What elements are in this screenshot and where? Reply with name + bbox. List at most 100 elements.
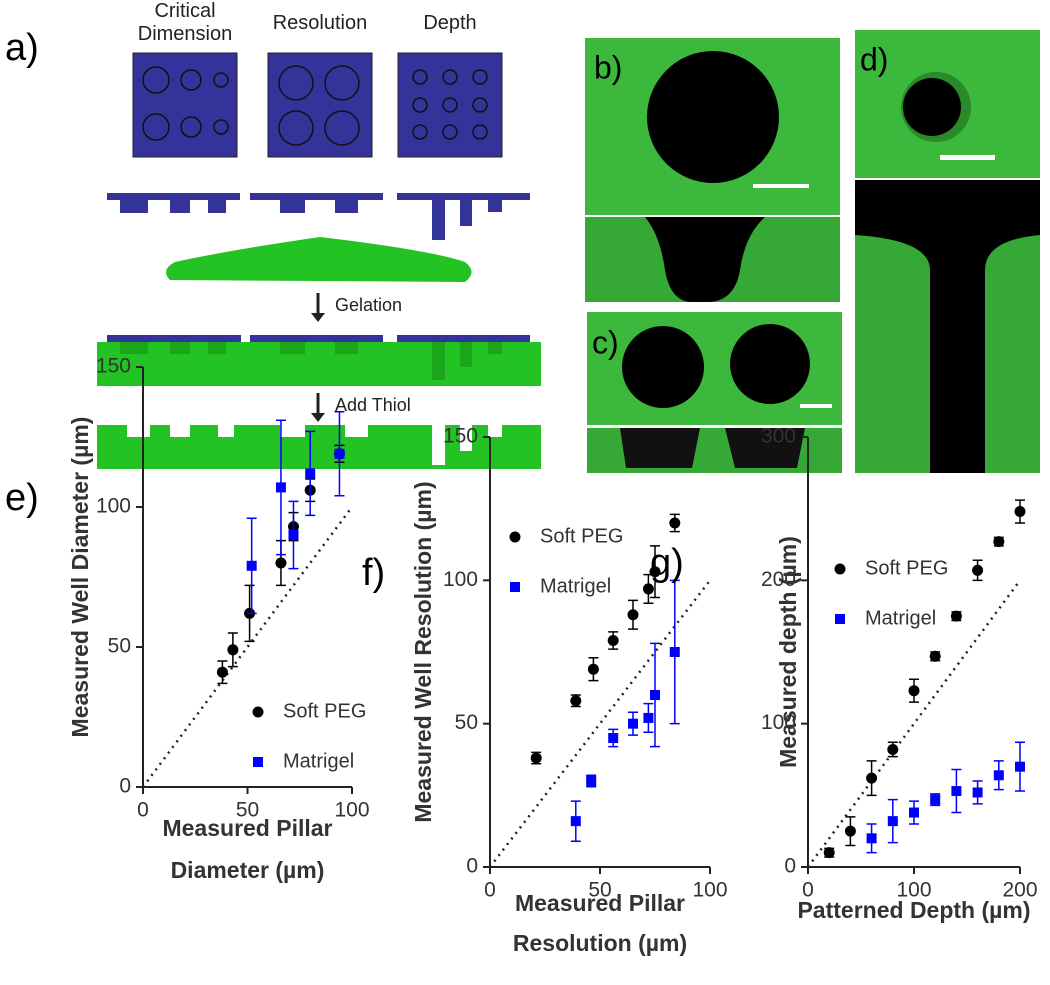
point (866, 833, 877, 844)
panel-label: c) (592, 324, 619, 360)
point (570, 816, 581, 827)
point (227, 644, 239, 656)
legend-marker (509, 531, 521, 543)
reference-line (141, 506, 354, 788)
point (275, 557, 287, 569)
point (570, 695, 582, 707)
legend-marker (835, 614, 845, 624)
point (951, 786, 962, 797)
x-tick-label: 100 (896, 879, 931, 902)
point (1015, 761, 1025, 772)
legend-marker (253, 757, 263, 767)
point (607, 635, 619, 647)
point (887, 743, 899, 755)
point (216, 666, 228, 678)
x-tick-label: 0 (802, 879, 814, 902)
point (844, 825, 856, 837)
point (627, 609, 639, 621)
legend-marker (252, 706, 264, 718)
y-tick-label: 150 (96, 355, 131, 378)
legend-marker (510, 582, 520, 592)
x-tick-label: 50 (236, 799, 259, 822)
column-title: Critical Dimension (137, 0, 233, 45)
legend-label: Soft PEG (283, 700, 366, 722)
point (246, 560, 257, 571)
reference-line (489, 579, 711, 868)
step-label: Add Thiol (335, 395, 411, 415)
column-title: Resolution (272, 12, 368, 34)
x-axis-title: Measured Pillar (162, 815, 332, 841)
y-tick-label: 300 (761, 425, 796, 448)
y-tick-label: 50 (455, 711, 478, 734)
y-tick-label: 100 (96, 495, 131, 518)
legend-label: Matrigel (865, 607, 936, 629)
point (972, 787, 983, 798)
y-axis-title: Measured Well Resolution (µm) (410, 481, 436, 822)
point (649, 566, 661, 578)
x-tick-label: 50 (588, 879, 611, 902)
point (993, 536, 1005, 548)
point (305, 468, 316, 479)
point (530, 752, 542, 764)
x-tick-label: 0 (484, 879, 496, 902)
legend-label: Matrigel (283, 750, 354, 772)
x-tick-label: 200 (1002, 879, 1037, 902)
point (1014, 506, 1026, 518)
x-tick-label: 100 (692, 879, 727, 902)
point (608, 733, 619, 743)
y-tick-label: 0 (119, 775, 131, 798)
y-axis-title: Measured Well Diameter (µm) (67, 417, 93, 738)
point (643, 712, 654, 723)
point (823, 847, 835, 859)
y-axis-title: Measured depth (µm) (775, 536, 801, 768)
point (628, 718, 638, 729)
y-tick-label: 50 (108, 635, 131, 658)
column-title: Depth (423, 12, 477, 34)
point (669, 517, 681, 529)
y-tick-label: 100 (761, 711, 796, 734)
schematic (97, 52, 541, 469)
legend-label: Matrigel (540, 575, 611, 597)
point (275, 482, 286, 493)
step-label: Gelation (335, 295, 402, 315)
legend-label: Soft PEG (540, 525, 623, 547)
y-tick-label: 100 (443, 568, 478, 591)
point (909, 807, 919, 818)
x-axis-title: Diameter (µm) (171, 857, 325, 883)
panel-label: f) (362, 552, 385, 594)
panel-label: e) (5, 477, 39, 519)
y-tick-label: 150 (443, 425, 478, 448)
panel-label: d) (860, 41, 888, 77)
x-axis-title: Measured Pillar (515, 890, 685, 916)
x-tick-label: 0 (137, 799, 149, 822)
point (993, 770, 1004, 781)
point (866, 772, 878, 784)
point (669, 647, 680, 657)
point (950, 610, 962, 622)
panel-label: b) (594, 49, 622, 85)
panel-label: g) (650, 542, 684, 584)
panel-label: a) (5, 27, 39, 69)
point (930, 794, 941, 805)
point (642, 583, 654, 595)
point (972, 564, 984, 576)
micrographs (585, 30, 1040, 473)
point (288, 530, 299, 540)
y-tick-label: 0 (466, 855, 478, 878)
point (650, 690, 660, 700)
y-tick-label: 0 (784, 855, 796, 878)
x-axis-title: Resolution (µm) (513, 930, 687, 956)
x-axis-title: Patterned Depth (µm) (797, 897, 1030, 923)
legend-label: Soft PEG (865, 557, 948, 579)
point (334, 448, 345, 459)
point (929, 650, 941, 662)
legend-marker (834, 563, 846, 575)
point (887, 816, 898, 827)
y-tick-label: 200 (761, 568, 796, 591)
point (587, 663, 599, 675)
x-tick-label: 100 (334, 799, 369, 822)
point (586, 776, 597, 786)
point (908, 685, 920, 697)
